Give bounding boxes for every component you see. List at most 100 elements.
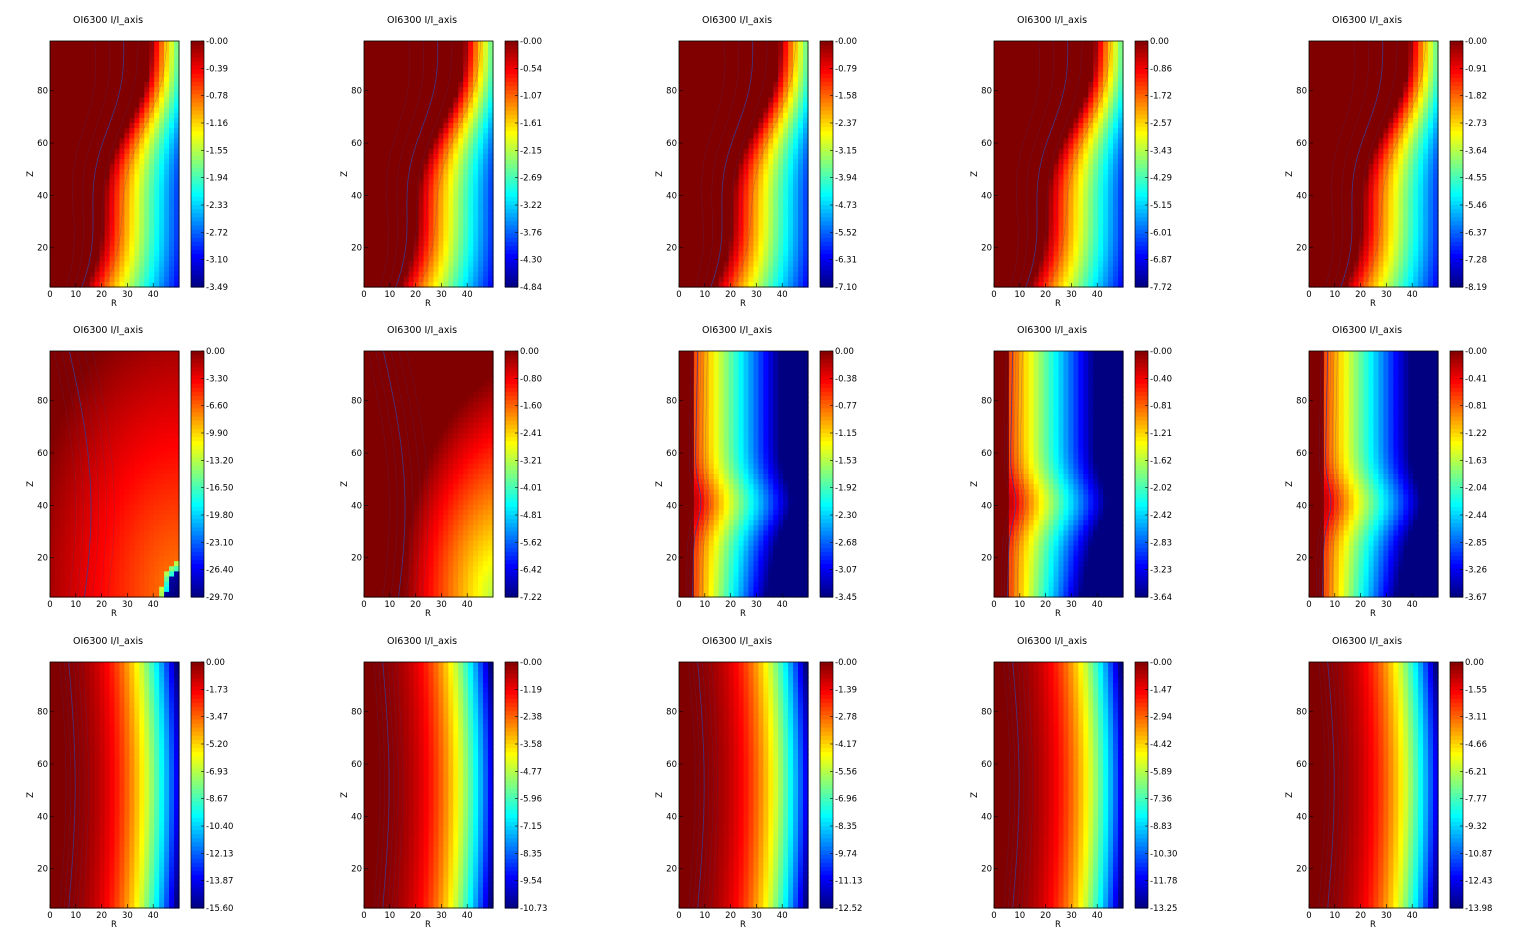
- heatmap-cell: [478, 123, 484, 129]
- heatmap-cell: [1083, 41, 1089, 47]
- heatmap-cell: [74, 51, 81, 57]
- heatmap-cell: [423, 41, 430, 47]
- heatmap-cell: [1028, 56, 1035, 63]
- heatmap-cell: [1018, 87, 1025, 93]
- heatmap-cell: [773, 153, 779, 160]
- heatmap-cell: [478, 179, 484, 186]
- heatmap-cell: [99, 138, 106, 145]
- heatmap-cell: [753, 184, 759, 191]
- heatmap-cell: [114, 215, 121, 221]
- heatmap-cell: [69, 76, 76, 83]
- heatmap-cell: [713, 92, 720, 98]
- heatmap-cell: [94, 112, 101, 119]
- heatmap-cell: [793, 164, 799, 170]
- heatmap-cell: [109, 251, 116, 257]
- heatmap-cell: [423, 271, 430, 278]
- heatmap-cell: [104, 164, 111, 170]
- heatmap-cell: [378, 240, 385, 247]
- heatmap-cell: [119, 240, 126, 247]
- heatmap-cell: [1103, 174, 1109, 180]
- heatmap-cell: [164, 215, 170, 221]
- heatmap-cell: [1093, 102, 1099, 109]
- heatmap-cell: [478, 235, 484, 242]
- heatmap-cell: [94, 225, 101, 232]
- heatmap-cell: [773, 112, 779, 119]
- heatmap-cell: [393, 164, 400, 170]
- heatmap-cell: [778, 261, 784, 268]
- colorbar-tick-label: -3.22: [520, 201, 542, 211]
- heatmap-cell: [763, 220, 769, 227]
- heatmap-cell: [748, 128, 755, 134]
- heatmap-cell: [698, 281, 705, 288]
- heatmap-cell: [683, 225, 690, 232]
- heatmap-cell: [698, 138, 705, 145]
- heatmap-cell: [768, 164, 774, 170]
- heatmap-cell: [698, 179, 705, 186]
- heatmap-cell: [89, 220, 96, 227]
- heatmap-cell: [488, 205, 494, 211]
- heatmap-cell: [79, 246, 86, 252]
- heatmap-cell: [50, 230, 56, 237]
- heatmap-cell: [403, 246, 410, 252]
- heatmap-cell: [124, 205, 130, 211]
- heatmap-cell: [458, 133, 464, 139]
- heatmap-cell: [798, 205, 804, 211]
- heatmap-cell: [1033, 128, 1040, 134]
- heatmap-cell: [174, 184, 180, 191]
- heatmap-cell: [364, 61, 370, 68]
- heatmap-cell: [74, 143, 81, 150]
- heatmap-cell: [139, 87, 145, 93]
- heatmap-cell: [698, 71, 705, 78]
- heatmap-cell: [683, 164, 690, 170]
- colorbar-segment: [820, 209, 833, 214]
- heatmap-cell: [773, 256, 779, 262]
- heatmap-cell: [388, 266, 395, 273]
- heatmap-cell: [463, 102, 469, 109]
- heatmap-cell: [149, 276, 155, 283]
- heatmap-cell: [114, 261, 121, 268]
- heatmap-cell: [104, 240, 111, 247]
- heatmap-cell: [403, 174, 410, 180]
- heatmap-cell: [149, 138, 155, 145]
- heatmap-cell: [393, 246, 400, 252]
- heatmap-cell: [753, 117, 759, 124]
- heatmap-cell: [89, 82, 96, 88]
- heatmap-cell: [688, 112, 695, 119]
- heatmap-cell: [393, 230, 400, 237]
- heatmap-cell: [383, 281, 390, 288]
- plot-frame: [678, 40, 809, 288]
- heatmap-cell: [378, 61, 385, 68]
- heatmap-cell: [174, 87, 180, 93]
- heatmap-cell: [688, 46, 695, 52]
- heatmap-cell: [698, 66, 705, 73]
- heatmap-cell: [753, 174, 759, 180]
- heatmap-cell: [393, 82, 400, 88]
- heatmap-cell: [373, 97, 380, 104]
- heatmap-cell: [453, 92, 459, 98]
- heatmap-cell: [778, 102, 784, 109]
- heatmap-cell: [1053, 128, 1060, 134]
- heatmap-cell: [79, 230, 86, 237]
- heatmap-cell: [723, 71, 730, 78]
- heatmap-cell: [368, 240, 375, 247]
- heatmap-cell: [1118, 46, 1124, 52]
- heatmap-cell: [778, 128, 784, 134]
- heatmap-cell: [733, 107, 740, 114]
- heatmap-cell: [428, 179, 435, 186]
- heatmap-cell: [408, 143, 415, 150]
- heatmap-cell: [378, 246, 385, 252]
- heatmap-cell: [423, 266, 430, 273]
- heatmap-cell: [119, 174, 126, 180]
- colorbar-segment: [820, 123, 833, 128]
- heatmap-cell: [149, 107, 155, 114]
- heatmap-cell: [1013, 51, 1020, 57]
- heatmap-cell: [428, 117, 435, 124]
- heatmap-cell: [79, 97, 86, 104]
- heatmap-cell: [693, 240, 700, 247]
- heatmap-cell: [398, 158, 405, 165]
- heatmap-cell: [458, 205, 464, 211]
- colorbar-segment: [820, 114, 833, 120]
- heatmap-cell: [1003, 143, 1010, 150]
- heatmap-cell: [448, 251, 454, 257]
- heatmap-cell: [1118, 148, 1124, 155]
